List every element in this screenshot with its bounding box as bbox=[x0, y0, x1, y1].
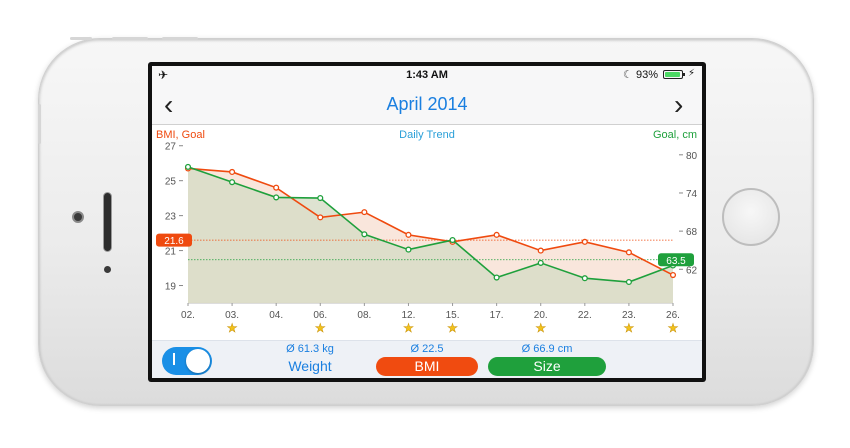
status-bar: ✈ 1:43 AM ☾ 93% ⚡ bbox=[152, 66, 702, 84]
toggle-knob bbox=[186, 349, 210, 373]
x-tick-label: 08. bbox=[357, 310, 371, 321]
x-tick-label: 17. bbox=[490, 310, 504, 321]
left-tick-label: 25 bbox=[165, 177, 177, 188]
size-data-point bbox=[625, 278, 632, 286]
left-axis-title: BMI, Goal bbox=[156, 129, 205, 141]
proximity-sensor bbox=[104, 266, 111, 273]
size-data-point bbox=[493, 274, 500, 281]
weight-average: Ø 61.3 kg bbox=[286, 343, 334, 355]
left-tick-label: 23 bbox=[165, 212, 177, 223]
size-data-point bbox=[229, 179, 236, 186]
x-tick-label: 03. bbox=[225, 310, 239, 321]
earpiece-speaker bbox=[103, 192, 112, 252]
size-series-line bbox=[187, 166, 674, 283]
bmi-data-point bbox=[273, 184, 280, 191]
x-tick-label: 06. bbox=[313, 310, 327, 321]
volume-down-button bbox=[162, 37, 198, 40]
star-icon: ★ bbox=[535, 321, 546, 335]
bottom-bar: Ø 61.3 kg Ø 22.5 Ø 66.9 cm Weight BMI Si… bbox=[152, 340, 702, 378]
x-tick-label: 22. bbox=[578, 310, 592, 321]
bmi-goal-value: 21.6 bbox=[164, 236, 184, 247]
trend-chart-svg: BMI, Goal Daily Trend Goal, cm 27 25 23 21 19 80… bbox=[156, 129, 698, 335]
x-tick-label: 23. bbox=[622, 310, 636, 321]
size-data-point bbox=[449, 236, 456, 244]
month-navigation: ‹ April 2014 › bbox=[152, 86, 702, 125]
size-data-point bbox=[184, 163, 192, 170]
bmi-data-point bbox=[625, 249, 632, 256]
size-average: Ø 66.9 cm bbox=[521, 343, 573, 355]
size-data-point bbox=[317, 195, 324, 202]
power-button bbox=[38, 104, 41, 144]
x-tick-label: 12. bbox=[402, 310, 416, 321]
bmi-button[interactable]: BMI bbox=[376, 357, 478, 376]
star-icon: ★ bbox=[315, 321, 326, 335]
mute-switch bbox=[70, 37, 92, 40]
x-tick-label: 15. bbox=[446, 310, 460, 321]
x-tick-label: 04. bbox=[269, 310, 283, 321]
size-data-point bbox=[537, 259, 544, 266]
star-icon: ★ bbox=[624, 321, 635, 335]
bmi-data-point bbox=[361, 209, 368, 216]
battery-percent: 93% bbox=[636, 69, 659, 81]
right-tick-label: 74 bbox=[686, 189, 698, 200]
front-camera bbox=[72, 211, 84, 223]
star-icon: ★ bbox=[227, 321, 238, 335]
star-icon: ★ bbox=[668, 321, 679, 335]
left-tick-label: 21 bbox=[165, 247, 177, 258]
star-icon: ★ bbox=[403, 321, 414, 335]
bmi-data-point bbox=[229, 168, 236, 175]
chevron-right-icon[interactable]: › bbox=[674, 89, 684, 120]
size-data-point bbox=[581, 275, 588, 282]
right-tick-label: 62 bbox=[686, 265, 698, 276]
daily-trend-chart: BMI, Goal Daily Trend Goal, cm 27 25 23 21 19 80… bbox=[152, 125, 702, 340]
airplane-icon: ✈ bbox=[158, 68, 169, 82]
home-button[interactable] bbox=[722, 188, 780, 246]
app-screen: ✈ 1:43 AM ☾ 93% ⚡ ‹ April 2014 › BMI, Go… bbox=[152, 66, 702, 378]
x-tick-label: 02. bbox=[181, 310, 195, 321]
right-tick-label: 68 bbox=[686, 227, 698, 238]
bmi-average: Ø 22.5 bbox=[410, 343, 444, 355]
size-data-point bbox=[405, 246, 412, 253]
size-data-point bbox=[361, 231, 368, 238]
battery-icon bbox=[663, 70, 683, 79]
bmi-data-point bbox=[581, 238, 588, 245]
size-goal-value: 63.5 bbox=[666, 256, 686, 267]
bmi-goal-badge bbox=[156, 233, 192, 247]
bmi-data-point bbox=[405, 231, 412, 238]
bmi-data-point bbox=[537, 247, 544, 254]
right-tick-label: 80 bbox=[686, 151, 698, 162]
left-tick-label: 19 bbox=[165, 282, 177, 293]
charging-bolt-icon: ⚡ bbox=[688, 68, 696, 79]
bmi-data-point bbox=[669, 271, 677, 279]
month-title: April 2014 bbox=[386, 94, 468, 114]
size-button[interactable]: Size bbox=[488, 357, 606, 376]
toggle-on-mark bbox=[173, 353, 175, 365]
weight-button[interactable]: Weight bbox=[288, 358, 332, 374]
x-tick-label: 26. bbox=[666, 310, 680, 321]
star-icon: ★ bbox=[447, 321, 458, 335]
left-tick-label: 27 bbox=[165, 142, 177, 153]
status-time: 1:43 AM bbox=[406, 69, 448, 81]
size-goal-badge bbox=[658, 253, 694, 267]
size-data-point bbox=[273, 194, 280, 201]
right-axis-title: Goal, cm bbox=[653, 129, 697, 141]
chart-toggle-switch[interactable] bbox=[162, 347, 212, 375]
chart-title: Daily Trend bbox=[399, 129, 455, 141]
bmi-data-point bbox=[317, 214, 324, 221]
size-area-fill bbox=[188, 166, 673, 303]
bmi-series-line bbox=[187, 167, 674, 276]
bmi-data-point bbox=[493, 231, 500, 238]
volume-up-button bbox=[112, 37, 148, 40]
x-tick-label: 20. bbox=[534, 310, 548, 321]
battery-cap bbox=[683, 73, 685, 76]
moon-icon: ☾ bbox=[623, 69, 633, 81]
chevron-left-icon[interactable]: ‹ bbox=[164, 89, 174, 120]
